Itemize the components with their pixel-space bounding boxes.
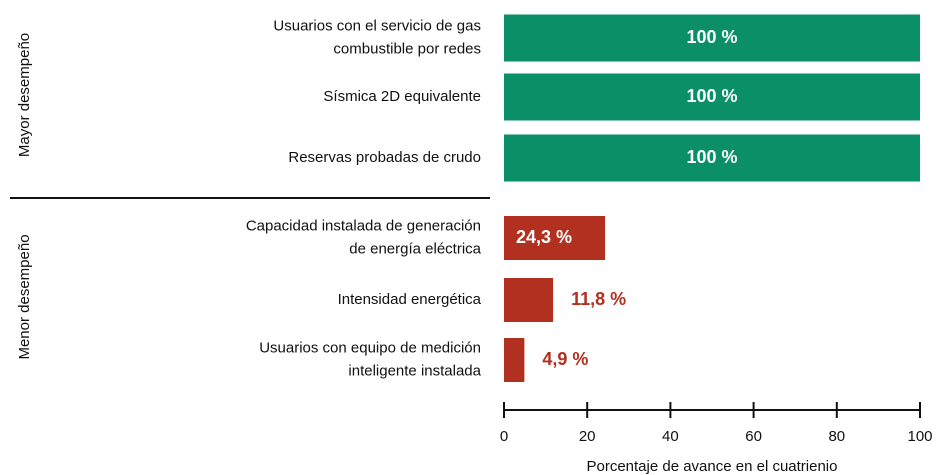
value-label: 24,3 %	[516, 227, 572, 247]
bar	[504, 278, 554, 322]
category-label: Usuarios con el servicio de gas	[273, 17, 481, 34]
x-tick-label: 100	[907, 428, 932, 445]
value-label: 100 %	[686, 147, 737, 167]
group-label: Mayor desempeño	[16, 33, 33, 157]
category-label: Intensidad energética	[338, 291, 482, 308]
value-label: 11,8 %	[571, 289, 626, 309]
category-label: Sísmica 2D equivalente	[323, 88, 481, 105]
bar	[504, 216, 606, 260]
bar	[504, 14, 920, 62]
x-tick-label: 80	[828, 428, 845, 445]
x-tick-label: 40	[662, 428, 679, 445]
value-label: 100 %	[686, 86, 737, 106]
category-label: combustible por redes	[333, 40, 481, 57]
x-tick-label: 0	[500, 428, 508, 445]
bar	[504, 134, 920, 182]
category-label: Reservas probadas de crudo	[288, 149, 481, 166]
category-label: de energía eléctrica	[349, 240, 481, 257]
bar	[504, 338, 525, 382]
category-label: Capacidad instalada de generación	[246, 217, 481, 234]
x-tick-label: 20	[579, 428, 596, 445]
bar	[504, 73, 920, 121]
value-label: 4,9 %	[542, 349, 588, 369]
category-label: Usuarios con equipo de medición	[259, 339, 481, 356]
category-label: inteligente instalada	[348, 362, 481, 379]
group-label: Menor desempeño	[16, 234, 33, 359]
value-label: 100 %	[686, 27, 737, 47]
x-axis-label: Porcentaje de avance en el cuatrienio	[586, 458, 837, 475]
x-tick-label: 60	[745, 428, 762, 445]
